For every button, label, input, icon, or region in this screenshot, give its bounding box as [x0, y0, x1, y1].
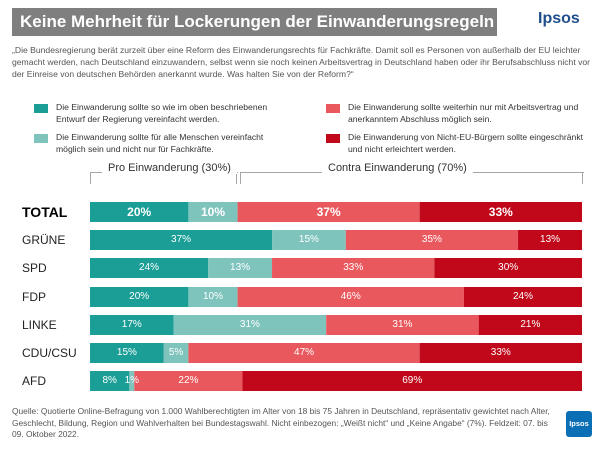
- value-label-linke-series-3: 31%: [392, 319, 413, 330]
- value-label-gr-ne-series-2: 15%: [298, 234, 319, 245]
- pro-group-label: Pro Einwanderung (30%): [102, 162, 237, 174]
- bar-fdp-series-4: [463, 287, 582, 307]
- bar-total-series-4: [419, 202, 582, 222]
- bar-fdp-series-3: [237, 287, 464, 307]
- value-label-afd-series-1: 8%: [102, 375, 117, 386]
- source-footnote: Quelle: Quotierte Online-Befragung von 1…: [12, 406, 550, 439]
- bar-afd-series-1: [90, 371, 130, 391]
- bar-gr-ne-series-3: [345, 230, 519, 250]
- legend-label-1: Die Einwanderung sollte so wie im oben b…: [56, 102, 268, 124]
- bar-total-series-3: [237, 202, 420, 222]
- bar-total-series-2: [188, 202, 238, 222]
- row-label-total: TOTAL: [22, 204, 68, 220]
- value-label-linke-series-1: 17%: [121, 319, 142, 330]
- bar-spd-series-1: [90, 258, 209, 278]
- pro-bracket-right-tick: [236, 172, 237, 184]
- value-label-afd-series-4: 69%: [402, 375, 423, 386]
- bar-cdu-csu-series-1: [90, 343, 164, 363]
- legend-item-2: Die Einwanderung sollte für alle Mensche…: [34, 131, 286, 155]
- row-label-fdp: FDP: [22, 290, 46, 304]
- value-label-fdp-series-3: 46%: [340, 291, 361, 302]
- bar-total-series-1: [90, 202, 189, 222]
- value-label-fdp-series-1: 20%: [129, 291, 150, 302]
- bar-linke-series-3: [326, 315, 479, 335]
- value-label-spd-series-2: 13%: [230, 262, 251, 273]
- bar-cdu-csu-series-2: [163, 343, 189, 363]
- bar-afd-series-4: [242, 371, 582, 391]
- legend-item-4: Die Einwanderung von Nicht-EU-Bürgern so…: [326, 131, 588, 155]
- bar-fdp-series-2: [188, 287, 238, 307]
- bar-cdu-csu-series-4: [419, 343, 582, 363]
- brand-logo: Ipsos: [538, 10, 580, 27]
- legend-label-3: Die Einwanderung sollte weiterhin nur mi…: [348, 102, 579, 124]
- survey-question: „Die Bundesregierung berät zurzeit über …: [12, 45, 591, 79]
- value-label-fdp-series-4: 24%: [512, 291, 533, 302]
- legend-label-2: Die Einwanderung sollte für alle Mensche…: [56, 132, 264, 154]
- row-label-gr-ne: GRÜNE: [22, 233, 66, 247]
- bar-linke-series-4: [478, 315, 582, 335]
- ipsos-badge: Ipsos: [566, 411, 592, 437]
- value-label-fdp-series-2: 10%: [202, 291, 224, 302]
- pro-bracket-left-tick: [90, 172, 91, 184]
- legend-swatch-1: [34, 104, 48, 113]
- bar-gr-ne-series-4: [518, 230, 582, 250]
- value-label-gr-ne-series-3: 35%: [421, 234, 442, 245]
- row-label-cdu-csu: CDU/CSU: [22, 346, 77, 360]
- bar-afd-series-3: [134, 371, 243, 391]
- legend-swatch-4: [326, 134, 340, 143]
- legend-swatch-2: [34, 134, 48, 143]
- legend-swatch-3: [326, 104, 340, 113]
- contra-bracket-left-tick: [240, 172, 241, 184]
- value-label-cdu-csu-series-2: 5%: [168, 347, 184, 358]
- bar-spd-series-2: [208, 258, 273, 278]
- value-label-total-series-1: 20%: [127, 205, 152, 219]
- value-label-gr-ne-series-1: 37%: [171, 234, 192, 245]
- value-label-cdu-csu-series-4: 33%: [490, 347, 511, 358]
- bar-linke-series-1: [90, 315, 174, 335]
- contra-group-label: Contra Einwanderung (70%): [322, 162, 473, 174]
- row-label-spd: SPD: [22, 261, 47, 275]
- bar-afd-series-2: [129, 371, 135, 391]
- value-label-total-series-4: 33%: [488, 205, 513, 219]
- value-label-spd-series-3: 33%: [343, 262, 364, 273]
- value-label-linke-series-4: 21%: [520, 319, 541, 330]
- value-label-cdu-csu-series-1: 15%: [116, 347, 137, 358]
- value-label-afd-series-2: 1%: [124, 375, 140, 386]
- row-label-linke: LINKE: [22, 318, 57, 332]
- legend-item-1: Die Einwanderung sollte so wie im oben b…: [34, 101, 286, 125]
- value-label-total-series-3: 37%: [316, 205, 341, 219]
- bar-spd-series-4: [434, 258, 582, 278]
- value-label-cdu-csu-series-3: 47%: [294, 347, 315, 358]
- value-label-linke-series-2: 31%: [239, 319, 260, 330]
- bar-gr-ne-series-2: [272, 230, 346, 250]
- value-label-afd-series-3: 22%: [178, 375, 199, 386]
- bar-fdp-series-1: [90, 287, 189, 307]
- bar-cdu-csu-series-3: [188, 343, 420, 363]
- value-label-gr-ne-series-4: 13%: [540, 234, 561, 245]
- contra-bracket-right-tick: [582, 172, 583, 184]
- value-label-spd-series-4: 30%: [498, 262, 519, 273]
- value-label-spd-series-1: 24%: [139, 262, 160, 273]
- bar-gr-ne-series-1: [90, 230, 273, 250]
- legend-item-3: Die Einwanderung sollte weiterhin nur mi…: [326, 101, 588, 125]
- value-label-total-series-2: 10%: [200, 205, 226, 219]
- bar-linke-series-2: [173, 315, 327, 335]
- bar-spd-series-3: [272, 258, 435, 278]
- legend-label-4: Die Einwanderung von Nicht-EU-Bürgern so…: [348, 132, 584, 154]
- page-title: Keine Mehrheit für Lockerungen der Einwa…: [12, 8, 497, 36]
- row-label-afd: AFD: [22, 374, 46, 388]
